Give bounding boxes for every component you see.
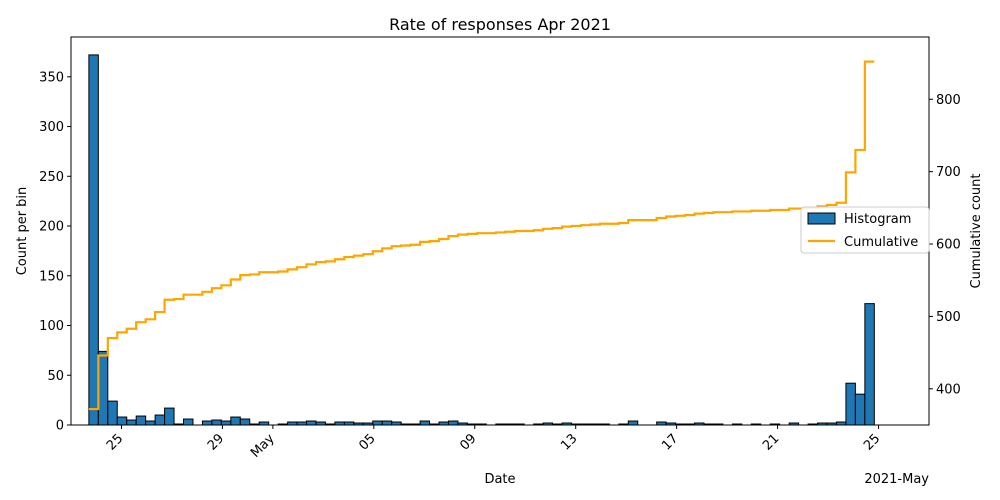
histogram-bar xyxy=(145,420,156,426)
histogram-bar xyxy=(845,382,856,426)
histogram-bar xyxy=(211,419,222,426)
histogram-bar xyxy=(154,414,166,426)
x-axis-ticks: 25 29 May 05 09 13 17 21 25 xyxy=(104,425,883,461)
x-tick-label: 13 xyxy=(558,431,580,453)
x-tick-label: May xyxy=(248,431,278,461)
histogram-bar xyxy=(97,350,109,426)
histogram-bar xyxy=(135,415,147,426)
legend: Histogram Cumulative xyxy=(800,206,930,254)
x-axis-offset-label: 2021-May xyxy=(864,472,929,487)
x-tick-label: 21 xyxy=(760,431,782,453)
chart-title: Rate of responses Apr 2021 xyxy=(389,15,611,34)
right-y-axis-label: Cumulative count xyxy=(969,173,984,288)
right-y-tick-label: 800 xyxy=(936,93,961,108)
x-tick-label: 29 xyxy=(205,431,227,453)
histogram-bar xyxy=(627,420,639,426)
plot-frame xyxy=(70,36,930,426)
x-tick-label: 09 xyxy=(457,431,479,453)
right-y-tick-label: 700 xyxy=(936,165,961,180)
histogram-bar xyxy=(306,420,317,426)
histogram-bar xyxy=(220,420,232,426)
x-tick-label: 17 xyxy=(659,431,681,453)
legend-swatch-histogram xyxy=(807,212,836,225)
histogram-bar xyxy=(854,393,866,426)
histogram-bar xyxy=(447,420,459,426)
legend-label-cumulative: Cumulative xyxy=(844,235,918,250)
histogram-bar xyxy=(864,303,875,426)
left-y-axis-label: Count per bin xyxy=(15,187,30,276)
x-tick-label: 25 xyxy=(104,431,126,453)
left-y-tick-label: 100 xyxy=(39,319,64,334)
right-y-axis-ticks: 400 500 600 700 800 xyxy=(929,93,961,397)
left-y-tick-label: 50 xyxy=(47,369,64,384)
left-y-tick-label: 200 xyxy=(39,220,64,235)
histogram-bar xyxy=(107,400,118,426)
left-y-tick-label: 300 xyxy=(39,120,64,135)
histogram-bar xyxy=(201,420,213,426)
x-tick-label: 05 xyxy=(356,431,378,453)
histogram-bar xyxy=(164,407,175,426)
histogram-bar xyxy=(419,420,431,426)
histogram-bar xyxy=(381,420,393,426)
histogram-bar xyxy=(239,418,251,426)
left-y-axis-ticks: 0 50 100 150 200 250 300 350 xyxy=(39,70,71,434)
cumulative-line xyxy=(88,60,875,411)
histogram-bars xyxy=(88,54,875,426)
histogram-bar xyxy=(230,416,241,426)
left-y-tick-label: 150 xyxy=(39,269,64,284)
x-axis-label: Date xyxy=(484,472,515,487)
left-y-tick-label: 250 xyxy=(39,170,64,185)
histogram-bar xyxy=(183,418,194,426)
right-y-tick-label: 600 xyxy=(936,238,961,253)
left-y-tick-label: 350 xyxy=(39,70,64,85)
histogram-bar xyxy=(116,416,128,426)
right-y-tick-label: 500 xyxy=(936,310,961,325)
legend-label-histogram: Histogram xyxy=(844,212,911,227)
x-tick-label: 25 xyxy=(861,431,883,453)
left-y-tick-label: 0 xyxy=(56,419,64,434)
histogram-bar xyxy=(88,54,99,426)
right-y-tick-label: 400 xyxy=(936,382,961,397)
histogram-bar xyxy=(126,419,137,426)
histogram-bar xyxy=(372,420,383,426)
